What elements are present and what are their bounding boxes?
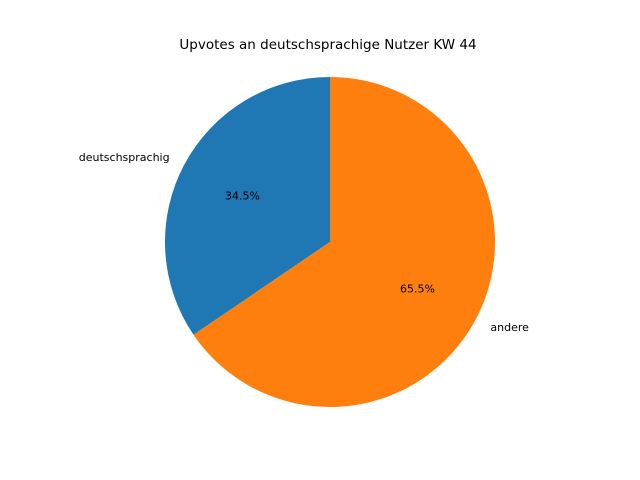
slice-label-andere: andere [490,321,529,334]
pie-slice-andere [193,77,496,408]
pie-slices [165,77,496,408]
percent-label-deutschsprachig: 34.5% [225,190,260,203]
pie-labels: deutschsprachig 34.5% andere 65.5% [79,151,529,334]
slice-label-deutschsprachig: deutschsprachig [79,151,170,164]
pie-slice-deutschsprachig [165,77,330,335]
chart-title: Upvotes an deutschsprachige Nutzer KW 44 [179,37,476,53]
percent-label-andere: 65.5% [400,282,435,295]
